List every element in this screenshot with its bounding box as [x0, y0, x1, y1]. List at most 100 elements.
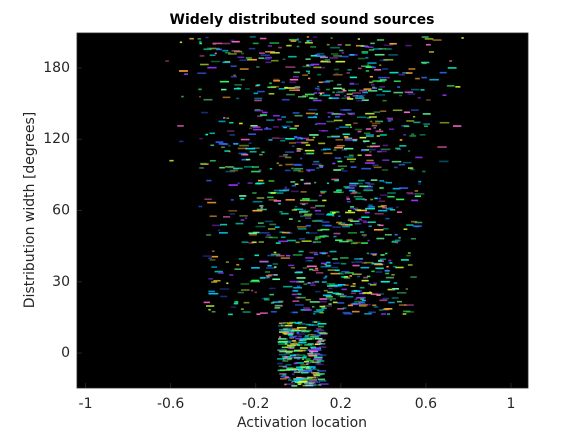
- streak: [379, 194, 388, 196]
- streak: [407, 264, 413, 266]
- streak: [272, 263, 279, 265]
- streak: [332, 212, 336, 214]
- streak: [347, 200, 351, 203]
- streak: [221, 42, 231, 45]
- streak: [254, 291, 257, 294]
- streak: [312, 36, 318, 38]
- streak: [336, 221, 343, 224]
- streak: [330, 46, 340, 49]
- x-tick-label: 1: [507, 396, 516, 412]
- streak: [382, 90, 391, 93]
- streak: [294, 205, 298, 208]
- streak: [330, 272, 341, 275]
- streak: [359, 95, 364, 98]
- streak: [307, 359, 314, 362]
- streak: [361, 216, 370, 219]
- streak: [309, 301, 320, 303]
- streak: [238, 258, 244, 260]
- streak: [384, 308, 393, 310]
- streak: [248, 47, 256, 50]
- streak: [265, 50, 275, 53]
- streak: [348, 184, 357, 187]
- streak: [316, 309, 325, 311]
- streak: [165, 60, 169, 62]
- streak: [286, 358, 292, 361]
- streak: [286, 254, 291, 257]
- streak: [461, 37, 464, 39]
- streak: [301, 240, 312, 242]
- streak: [284, 324, 293, 327]
- streak: [338, 240, 349, 243]
- streak: [219, 288, 230, 290]
- streak: [453, 125, 462, 127]
- streak: [228, 53, 237, 55]
- streak: [302, 384, 306, 387]
- streak: [355, 261, 363, 263]
- streak: [368, 116, 377, 118]
- y-tick-label: 60: [52, 203, 70, 219]
- streak: [225, 170, 236, 173]
- streak: [211, 281, 218, 283]
- streak: [255, 225, 266, 228]
- streak: [177, 125, 184, 127]
- streak: [310, 351, 313, 353]
- streak: [296, 270, 303, 273]
- streak: [204, 198, 212, 201]
- streak: [296, 89, 300, 92]
- streak: [415, 156, 423, 159]
- streak: [291, 209, 298, 211]
- streak: [321, 221, 330, 223]
- streak: [329, 57, 339, 59]
- streak: [248, 242, 254, 244]
- streak: [319, 298, 327, 300]
- streak: [325, 80, 334, 82]
- streak: [206, 47, 217, 50]
- streak: [449, 60, 453, 62]
- streak: [289, 78, 299, 81]
- streak: [356, 116, 367, 119]
- streak: [377, 224, 381, 226]
- streak: [361, 279, 369, 282]
- streak: [310, 284, 316, 286]
- streak: [397, 86, 401, 88]
- streak: [349, 189, 356, 192]
- streak: [228, 184, 238, 186]
- streak: [318, 164, 324, 167]
- streak: [365, 112, 375, 115]
- streak: [338, 272, 343, 275]
- streak: [355, 198, 365, 200]
- streak: [296, 150, 301, 152]
- streak: [304, 369, 313, 372]
- streak: [317, 378, 326, 381]
- streak: [316, 122, 326, 125]
- streak: [393, 80, 401, 83]
- streak: [312, 347, 321, 350]
- streak: [252, 126, 261, 128]
- streak: [372, 304, 377, 307]
- streak: [308, 108, 318, 111]
- streak: [368, 204, 373, 207]
- streak: [305, 384, 314, 387]
- streak: [357, 302, 361, 305]
- streak: [349, 76, 357, 79]
- streak: [342, 311, 351, 314]
- streak: [432, 39, 442, 41]
- streak: [361, 242, 368, 244]
- streak: [297, 349, 306, 352]
- streak: [283, 327, 288, 330]
- streak: [297, 383, 302, 385]
- streak: [290, 381, 294, 383]
- streak: [327, 255, 330, 257]
- streak: [379, 180, 385, 182]
- streak: [210, 60, 221, 63]
- streak: [335, 138, 344, 141]
- streak: [350, 242, 358, 245]
- streak: [259, 232, 270, 234]
- streak: [252, 192, 257, 194]
- streak: [222, 49, 229, 52]
- streak: [278, 322, 283, 325]
- streak: [377, 80, 386, 83]
- streak: [230, 184, 234, 187]
- streak: [296, 277, 306, 279]
- streak: [349, 54, 355, 56]
